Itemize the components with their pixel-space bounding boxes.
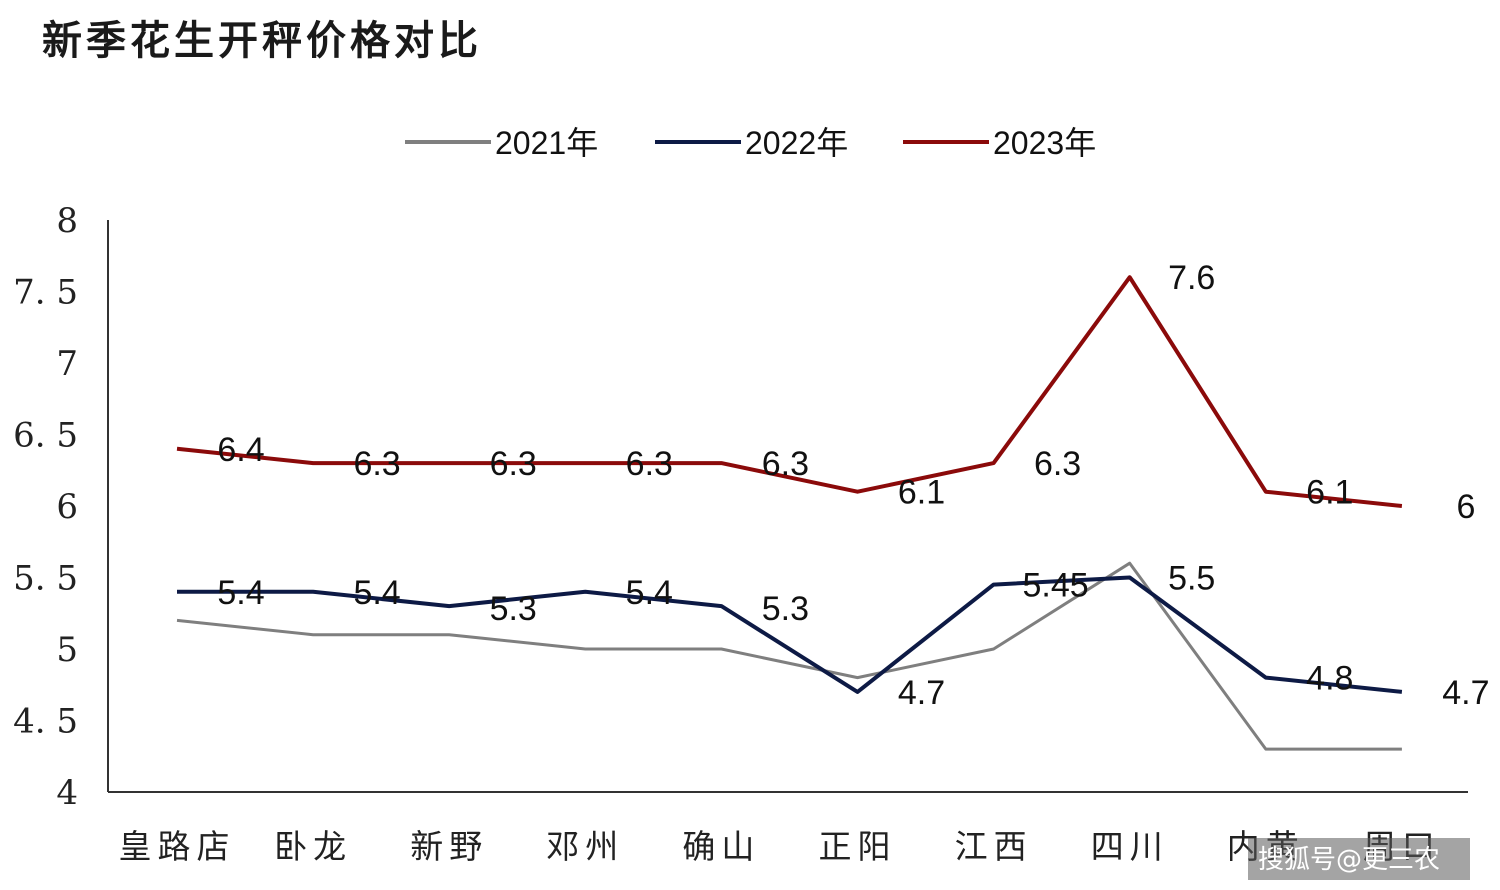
series-line: [177, 575, 1403, 694]
series-lines: [176, 275, 1403, 751]
y-tick-label: 6: [56, 487, 78, 527]
x-category-label: 新野: [410, 827, 488, 866]
axes: 44. 555. 566. 577. 58皇路店卧龙新野邓州确山正阳江西四川内黄…: [13, 201, 1468, 866]
y-tick-label: 8: [56, 201, 78, 241]
data-label: 5.3: [490, 590, 537, 628]
data-label: 4.7: [1442, 674, 1489, 712]
x-category-label: 四川: [1091, 827, 1169, 866]
y-tick-label: 5: [56, 630, 78, 670]
data-label: 5.4: [217, 574, 264, 612]
y-tick-label: 5. 5: [13, 559, 78, 599]
y-tick-label: 4: [56, 773, 78, 813]
legend-entry: 2022年: [745, 125, 848, 161]
legend-entry: 2021年: [495, 125, 598, 161]
data-label: 4.7: [898, 674, 945, 712]
data-label: 5.4: [353, 574, 400, 612]
data-label: 6.3: [1034, 445, 1081, 483]
legend: 2021年 2022年 2023年: [405, 125, 1096, 161]
y-tick-label: 6. 5: [13, 416, 78, 456]
data-label: 5.3: [762, 590, 809, 628]
watermark-background: [1248, 838, 1470, 880]
data-label: 6.3: [762, 445, 809, 483]
x-category-label: 江西: [955, 827, 1033, 866]
legend-entry: 2023年: [993, 125, 1096, 161]
data-label: 6.3: [626, 445, 673, 483]
data-label: 6.3: [353, 445, 400, 483]
series-line: [176, 275, 1403, 508]
x-category-label: 卧龙: [274, 827, 352, 866]
data-label: 5.5: [1168, 560, 1215, 598]
x-category-label: 确山: [682, 827, 760, 866]
x-category-label: 邓州: [546, 827, 624, 866]
data-label: 5.4: [626, 574, 673, 612]
data-label: 7.6: [1168, 259, 1215, 297]
watermark: 搜狐号@更三农: [1258, 845, 1440, 875]
data-labels: 5.4 5.4 5.3 5.4 5.3 4.7 5.45 5.5 4.8 4.7 6.4 6.3 6.3…: [217, 259, 1489, 712]
data-label: 6: [1456, 488, 1475, 526]
data-label: 4.8: [1306, 660, 1353, 698]
data-label: 5.45: [1023, 567, 1089, 605]
data-label: 6.3: [490, 445, 537, 483]
x-category-label: 皇路店: [119, 827, 236, 866]
data-label: 6.1: [898, 474, 945, 512]
y-tick-label: 7. 5: [13, 273, 78, 313]
chart-title: 新季花生开秤价格对比: [42, 18, 482, 64]
y-tick-label: 4. 5: [13, 702, 78, 742]
y-tick-label: 7: [56, 344, 78, 384]
data-label: 6.4: [217, 431, 264, 469]
x-category-label: 正阳: [819, 827, 897, 866]
series-line: [176, 561, 1402, 751]
data-label: 6.1: [1306, 474, 1353, 512]
